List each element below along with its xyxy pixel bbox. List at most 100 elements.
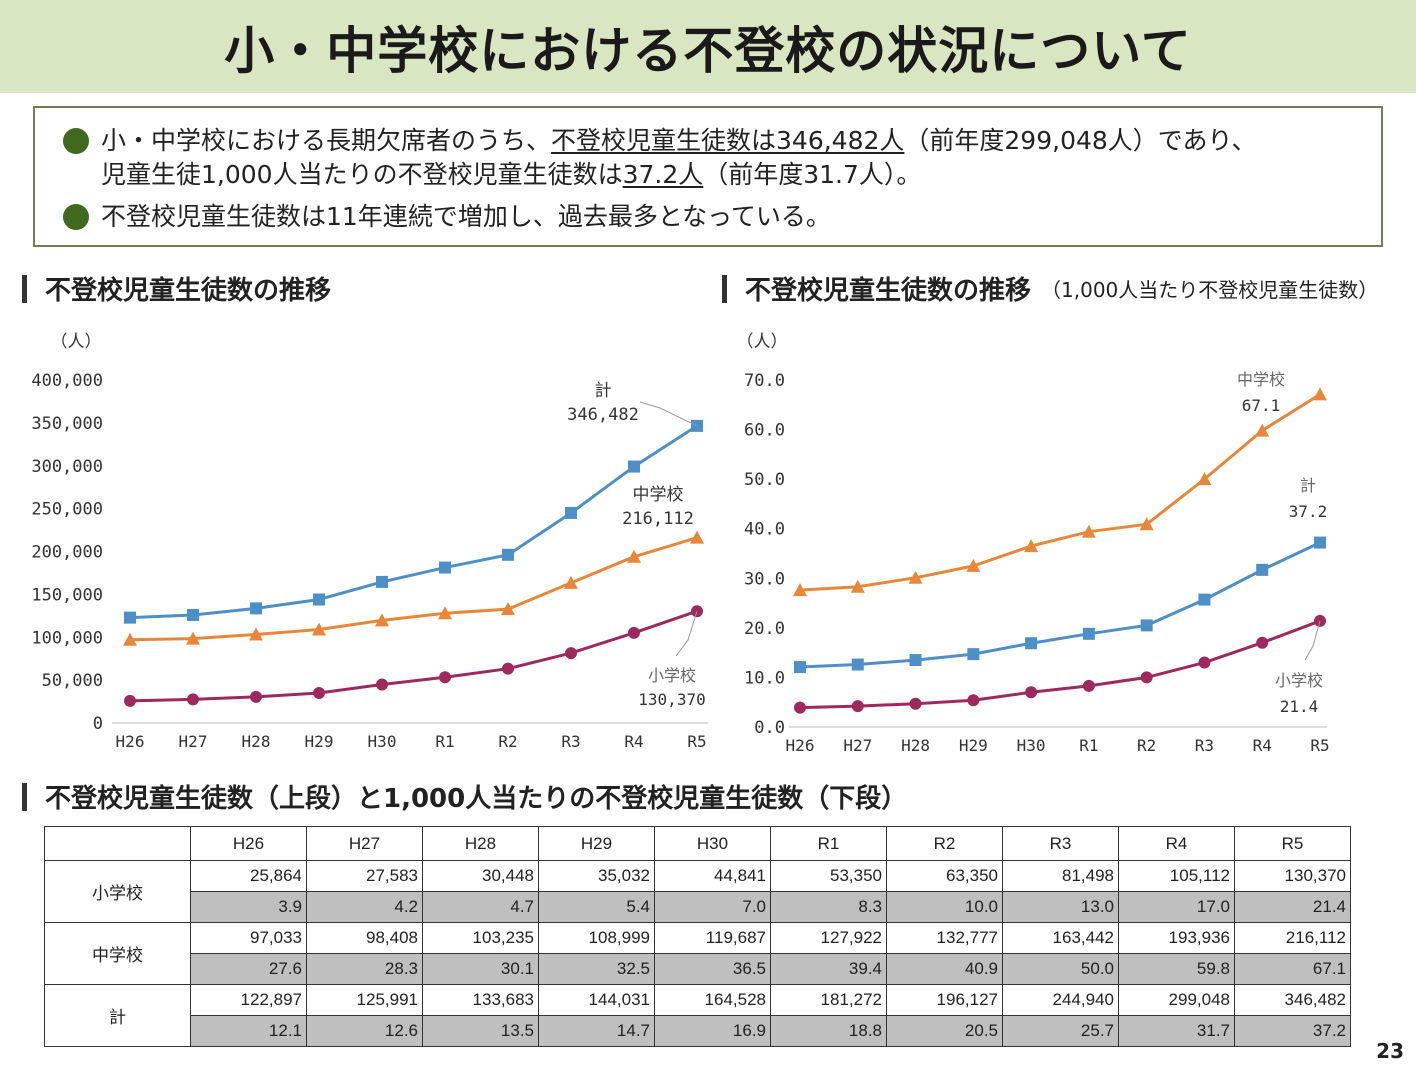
table-cell-count: 164,528 [654, 984, 771, 1016]
page-number: 23 [1376, 1039, 1404, 1063]
table-cell-per1000: 36.5 [654, 953, 771, 985]
data-point [249, 627, 263, 641]
table-corner-cell [44, 826, 191, 861]
table-column-header: R1 [770, 826, 887, 861]
data-point [1024, 539, 1039, 553]
y-tick-label: 0 [93, 714, 103, 734]
table-cell-count: 130,370 [1234, 860, 1351, 892]
data-point [1081, 524, 1096, 538]
table-row-header: 中学校 [44, 922, 191, 985]
data-point [850, 579, 865, 593]
table-cell-per1000: 59.8 [1118, 953, 1235, 985]
table-row: 小学校 25,864 27,583 30,448 35,032 44,841 53,350 6… [44, 860, 1351, 923]
table-cell-count: 144,031 [538, 984, 655, 1016]
data-point [628, 626, 640, 639]
summary-text: （前年度299,048人）であり、 [904, 126, 1257, 155]
table-column-header: R5 [1234, 826, 1351, 861]
x-tick-label: R4 [624, 732, 643, 751]
table-cell-per1000: 18.8 [770, 1015, 887, 1047]
data-point [908, 570, 923, 584]
y-tick-label: 70.0 [744, 371, 785, 391]
section-marker [22, 274, 27, 303]
table-cell-per1000: 30.1 [422, 953, 539, 985]
table-cell-per1000: 25.7 [1002, 1015, 1119, 1047]
table-cell-per1000: 31.7 [1118, 1015, 1235, 1047]
table-cell-per1000: 17.0 [1118, 891, 1235, 923]
table-row: 27.6 28.3 30.1 32.5 36.5 39.4 40.9 50.0 59.8 67.1 [45, 953, 1351, 985]
data-point [565, 506, 577, 519]
summary-text: 不登校児童生徒数は11年連続で増加し、過去最多となっている。 [101, 202, 831, 231]
table-cell-count: 119,687 [654, 922, 771, 954]
data-point [250, 602, 262, 615]
data-table-wrapper: H26 H27 H28 H29 H30 R1 R2 R3 R4 R5 小学校 25,864 27,583… [44, 826, 1351, 1047]
table-cell-count: 133,683 [422, 984, 539, 1016]
left-chart: （人） 0 50,000 100,000 150,000 200,000 250,000 30… [31, 332, 708, 751]
y-tick-label: 150,000 [31, 585, 103, 605]
table-cell-per1000: 67.1 [1234, 953, 1351, 985]
series-line [129, 609, 698, 703]
table-cell-count: 299,048 [1118, 984, 1235, 1016]
y-tick-label: 50.0 [744, 470, 785, 490]
x-tick-label: R2 [1137, 736, 1156, 755]
section-title-left-chart: 不登校児童生徒数の推移 [22, 270, 331, 307]
data-point [312, 622, 326, 636]
data-point [124, 694, 136, 707]
data-point [628, 460, 640, 473]
data-point [1314, 614, 1326, 627]
table-column-header: H27 [306, 826, 423, 861]
data-point [967, 648, 980, 661]
x-tick-label: R5 [687, 732, 706, 751]
series-line [129, 536, 698, 642]
callout-value: 216,112 [622, 509, 694, 529]
section-title-text: 不登校児童生徒数の推移 [745, 276, 1032, 306]
section-title-text: 不登校児童生徒数の推移 [45, 276, 332, 306]
data-point [1082, 627, 1095, 640]
table-cell-count: 25,864 [190, 860, 307, 892]
y-tick-label: 60.0 [744, 421, 785, 441]
data-table: H26 H27 H28 H29 H30 R1 R2 R3 R4 R5 小学校 25,864 27,583… [44, 826, 1351, 1047]
data-point [1255, 423, 1270, 437]
section-marker [722, 274, 727, 303]
callout-value: 21.4 [1280, 697, 1319, 716]
section-title-table: 不登校児童生徒数（上段）と1,000人当たりの不登校児童生徒数（下段） [22, 778, 907, 815]
callout-series-name: 中学校 [1237, 370, 1285, 389]
data-point [851, 658, 864, 671]
data-point [124, 611, 136, 624]
table-row-header: 小学校 [44, 860, 191, 923]
table-cell-per1000: 10.0 [886, 891, 1003, 923]
section-marker [22, 782, 27, 811]
summary-text: （前年度31.7人）。 [703, 160, 922, 189]
data-point [794, 701, 806, 714]
data-point [794, 661, 806, 674]
x-tick-label: H27 [179, 732, 208, 751]
data-point [1198, 656, 1211, 669]
callout-leader [639, 401, 698, 427]
data-point [1139, 517, 1154, 531]
data-point [909, 654, 922, 667]
table-cell-count: 30,448 [422, 860, 539, 892]
y-tick-label: 100,000 [31, 628, 103, 648]
x-tick-label: H30 [1017, 736, 1046, 755]
callout-leader [1304, 620, 1321, 661]
data-point [909, 697, 922, 710]
table-cell-count: 53,350 [770, 860, 887, 892]
table-cell-per1000: 4.2 [306, 891, 423, 923]
y-tick-label: 400,000 [31, 371, 103, 391]
table-cell-per1000: 7.0 [654, 891, 771, 923]
data-point [691, 419, 703, 432]
data-point [501, 602, 515, 616]
y-tick-label: 300,000 [31, 457, 103, 477]
summary-bullet-1: 小・中学校における長期欠席者のうち、不登校児童生徒数は346,482人（前年度2… [63, 124, 1361, 192]
table-column-header: R4 [1118, 826, 1235, 861]
data-point [438, 606, 452, 620]
table-row-header: 計 [44, 984, 191, 1047]
table-cell-per1000: 32.5 [538, 953, 655, 985]
title-bar: 小・中学校における不登校の状況について [0, 0, 1416, 93]
section-title-text: 不登校児童生徒数（上段）と1,000人当たりの不登校児童生徒数（下段） [45, 784, 908, 814]
table-cell-count: 122,897 [190, 984, 307, 1016]
data-point [187, 608, 199, 621]
table-cell-count: 108,999 [538, 922, 655, 954]
x-tick-label: H27 [843, 736, 872, 755]
data-point [1140, 619, 1153, 632]
x-tick-label: R4 [1253, 736, 1272, 755]
